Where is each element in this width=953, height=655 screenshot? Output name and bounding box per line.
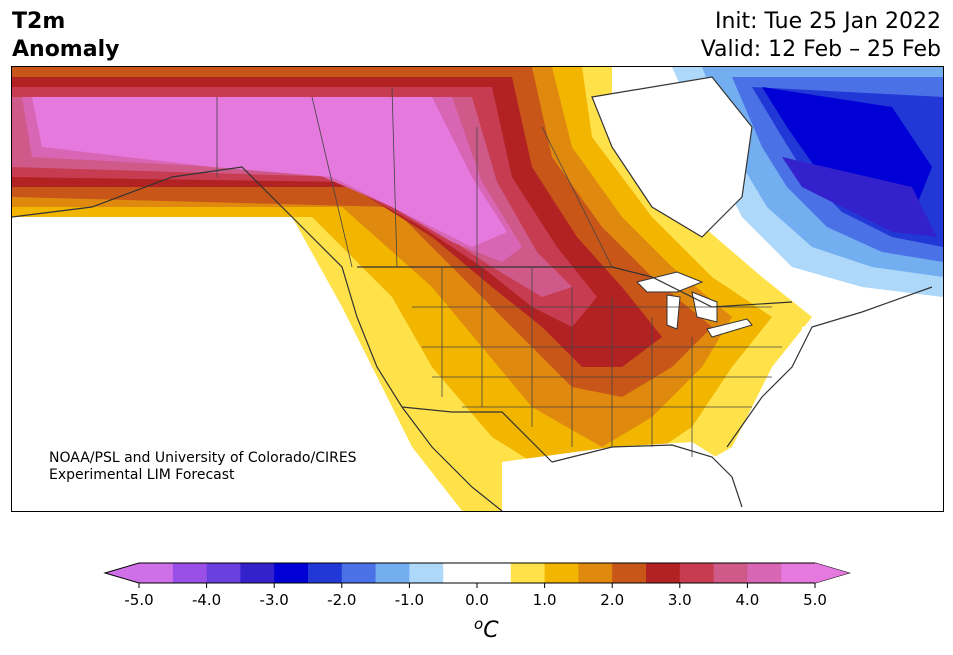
- colorbar-unit: oC: [474, 615, 499, 643]
- pacific-ocean: [12, 217, 462, 511]
- colorbar-tick-label: 0.0: [465, 591, 489, 609]
- cold-band-6: [782, 157, 937, 237]
- country-borders: [12, 76, 933, 511]
- lake-michigan: [666, 294, 681, 330]
- colorbar-ticks: -5.0 -4.0 -3.0 -2.0 -1.0 0.0 1.0 2.0 3.0 4.0 5.0: [124, 583, 827, 609]
- colorbar-segment: [612, 563, 647, 583]
- unit-main: C: [483, 618, 499, 643]
- colorbar-tick-label: 1.0: [533, 591, 557, 609]
- colorbar-tick-label: 4.0: [735, 591, 759, 609]
- anomaly-map: [11, 66, 944, 512]
- credit-line-1: NOAA/PSL and University of Colorado/CIRE…: [49, 450, 357, 466]
- province-line-3: [391, 86, 398, 268]
- colorbar-segment: [240, 563, 275, 583]
- colorbar-segment: [510, 563, 546, 583]
- colorbar-segment: [747, 563, 782, 583]
- colorbar-tick-label: 2.0: [600, 591, 624, 609]
- colorbar-svg: -5.0 -4.0 -3.0 -2.0 -1.0 0.0 1.0 2.0 3.0 4.0 5.0 o…: [103, 562, 851, 643]
- map-svg: [12, 67, 943, 511]
- colorbar-tick-label: -3.0: [260, 591, 289, 609]
- colorbar-segment: [443, 563, 478, 583]
- colorbar-segment: [646, 563, 681, 583]
- colorbar-tick-label: -1.0: [395, 591, 424, 609]
- colorbar-segment: [544, 563, 579, 583]
- colorbar-segment: [172, 563, 208, 583]
- atlantic-coastline: [726, 286, 933, 448]
- colorbar-segment: [781, 563, 816, 583]
- colorbar-max-extension: [815, 563, 849, 583]
- colorbar-segment: [409, 563, 444, 583]
- great-lakes: [636, 271, 753, 338]
- init-date: Init: Tue 25 Jan 2022: [714, 9, 941, 34]
- warm-band-9: [32, 97, 507, 247]
- title-line-1: T2m: [12, 9, 66, 34]
- colorbar-tick-label: -4.0: [192, 591, 221, 609]
- us-mexico-border: [401, 406, 553, 463]
- colorbar-tick-label: -5.0: [124, 591, 153, 609]
- lake-erie: [706, 318, 753, 338]
- colorbar-segment: [713, 563, 748, 583]
- colorbar-segment: [341, 563, 377, 583]
- colorbar: -5.0 -4.0 -3.0 -2.0 -1.0 0.0 1.0 2.0 3.0 4.0 5.0 o…: [0, 555, 953, 655]
- lake-superior: [636, 271, 704, 293]
- credit-line-2: Experimental LIM Forecast: [49, 467, 235, 483]
- atlantic-ocean: [772, 307, 943, 511]
- valid-range: Valid: 12 Feb – 25 Feb: [700, 37, 941, 62]
- gulf-of-mexico: [502, 442, 772, 511]
- pacific-coastline: [12, 166, 503, 511]
- colorbar-segment: [477, 563, 512, 583]
- map-title: T2m Anomaly: [12, 8, 119, 64]
- colorbar-segment: [375, 563, 410, 583]
- state-borders: [216, 86, 782, 457]
- title-line-2: Anomaly: [12, 37, 120, 62]
- province-line-5: [541, 126, 613, 268]
- colorbar-segment: [206, 563, 241, 583]
- colorbar-segment: [578, 563, 613, 583]
- colorbar-segment: [139, 563, 174, 583]
- us-canada-border: [357, 266, 793, 308]
- colorbar-segments: [103, 562, 851, 584]
- colorbar-segment: [679, 563, 715, 583]
- colorbar-min-extension: [105, 563, 139, 583]
- colorbar-tick-label: 5.0: [803, 591, 827, 609]
- unit-superscript: o: [474, 615, 483, 633]
- colorbar-segment: [308, 563, 343, 583]
- colorbar-tick-label: 3.0: [668, 591, 692, 609]
- colorbar-tick-label: -2.0: [327, 591, 356, 609]
- hudson-bay-shore: [591, 76, 753, 238]
- hudson-bay: [592, 77, 752, 237]
- colorbar-segment: [274, 563, 309, 583]
- map-credit: NOAA/PSL and University of Colorado/CIRE…: [49, 450, 357, 484]
- province-line-2: [311, 96, 353, 268]
- forecast-dates: Init: Tue 25 Jan 2022 Valid: 12 Feb – 25…: [701, 8, 941, 64]
